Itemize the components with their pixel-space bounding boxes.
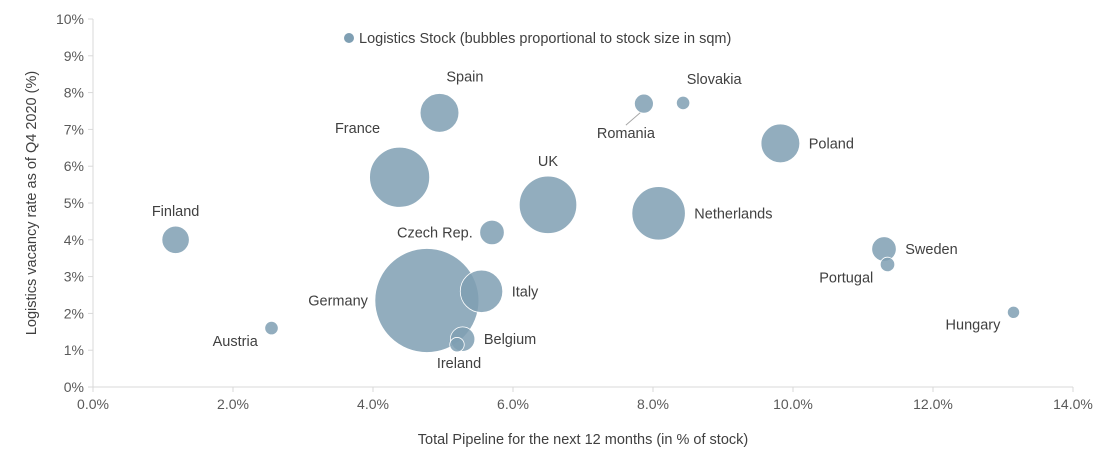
point-label-hungary: Hungary [946,317,1002,333]
point-label-germany: Germany [308,294,368,310]
bubble-series [161,93,1021,353]
bubble-slovakia [675,95,691,111]
legend-label: Logistics Stock (bubbles proportional to… [359,31,731,47]
bubble-italy [459,269,504,313]
y-tick-label: 8% [64,85,84,101]
x-tick-label: 14.0% [1053,396,1093,412]
chart-axes: 0% 1% 2% 3% 4% 5% 6% 7% 8% 9% 10% 0.0% 2.0% 4.0% 6.0% 8… [56,11,1093,412]
y-tick-label: 9% [64,48,84,64]
y-tick-label: 4% [64,232,84,248]
bubble-czech-rep [479,219,505,246]
y-tick-label: 7% [64,121,84,137]
bubble-uk [518,175,578,234]
x-tick-label: 4.0% [357,396,389,412]
point-label-romania: Romania [597,126,656,142]
y-tick-label: 5% [64,195,84,211]
legend-marker [344,33,354,43]
y-axis-title: Logistics vacancy rate as of Q4 2020 (%) [24,71,40,335]
point-label-italy: Italy [512,284,539,300]
x-tick-label: 6.0% [497,396,529,412]
bubble-portugal [879,256,896,273]
chart-legend: Logistics Stock (bubbles proportional to… [344,31,731,47]
leader-line [625,111,642,126]
x-tick-label: 8.0% [637,396,669,412]
y-tick-label: 1% [64,342,84,358]
x-axis-title: Total Pipeline for the next 12 months (i… [418,432,748,448]
bubble-ireland [449,337,465,353]
point-label-uk: UK [538,154,558,170]
point-label-czech-rep: Czech Rep. [397,225,473,241]
point-label-netherlands: Netherlands [694,206,772,222]
y-tick-label: 2% [64,305,84,321]
bubble-netherlands [631,186,686,241]
point-label-slovakia: Slovakia [687,72,743,88]
bubble-austria [264,321,279,336]
x-tick-label: 2.0% [217,396,249,412]
point-label-france: France [335,121,380,137]
point-label-poland: Poland [809,136,854,152]
y-tick-label: 6% [64,158,84,174]
x-tick-label: 0.0% [77,396,109,412]
bubble-france [369,146,431,208]
leader-lines [625,111,642,126]
y-tick-label: 10% [56,11,84,27]
point-label-belgium: Belgium [484,332,536,348]
bubble-romania [634,93,654,114]
y-tick-label: 0% [64,379,84,395]
point-label-sweden: Sweden [905,242,957,258]
bubble-spain [419,93,460,133]
x-tick-label: 12.0% [913,396,953,412]
point-label-finland: Finland [152,204,200,220]
y-tick-label: 3% [64,269,84,285]
bubble-finland [161,225,190,254]
point-label-ireland: Ireland [437,356,481,372]
point-label-spain: Spain [446,69,483,85]
bubble-sweden [871,236,897,262]
bubble-poland [760,123,801,164]
point-labels: Finland Austria France Spain Germany IrelandB… [152,69,1001,371]
point-label-portugal: Portugal [819,271,873,287]
x-tick-label: 10.0% [773,396,813,412]
point-label-austria: Austria [213,334,259,350]
bubble-hungary [1006,305,1021,319]
